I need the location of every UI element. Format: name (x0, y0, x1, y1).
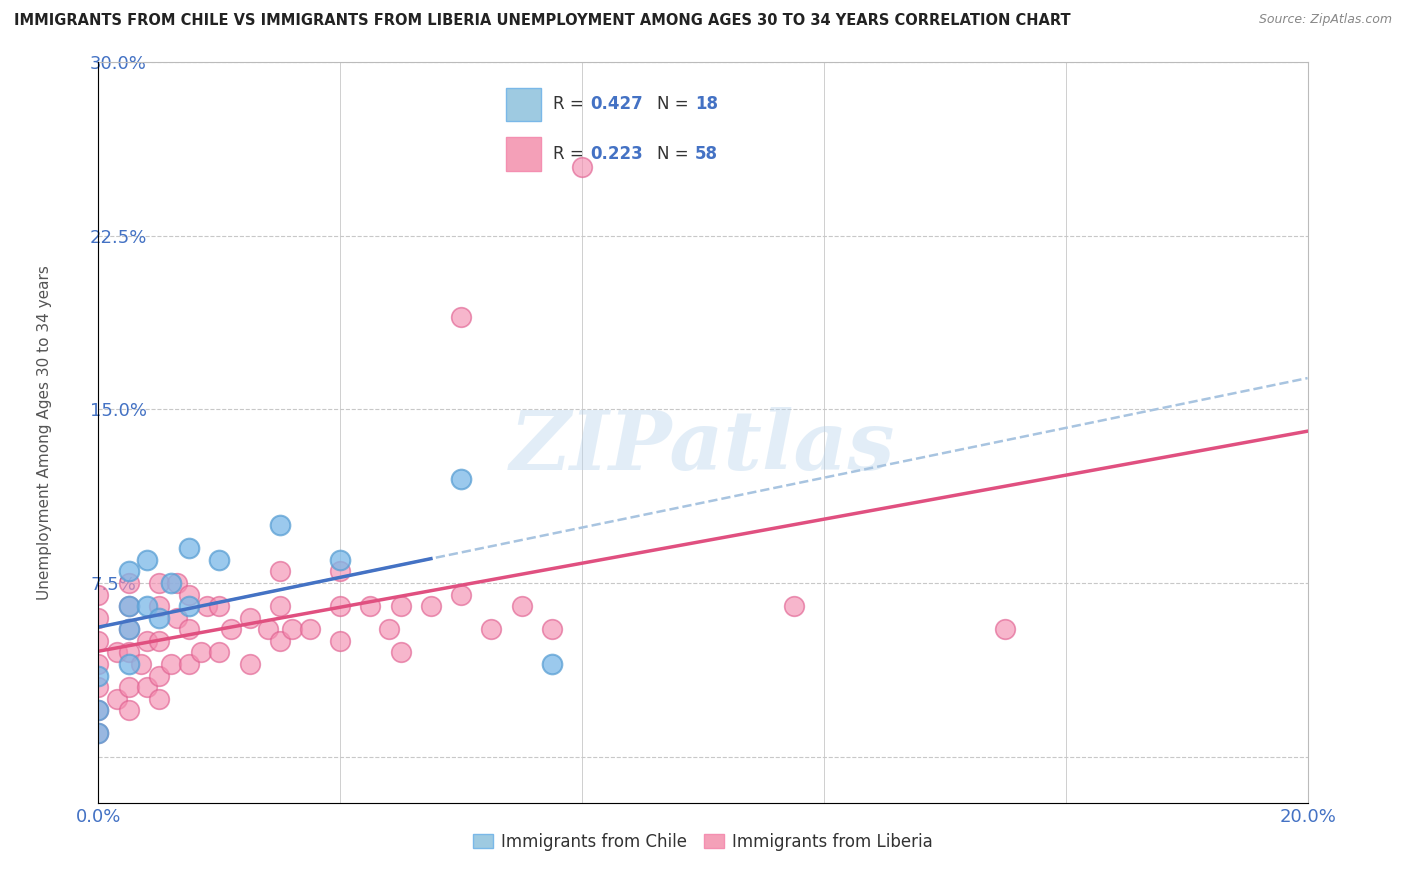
Legend: Immigrants from Chile, Immigrants from Liberia: Immigrants from Chile, Immigrants from L… (467, 826, 939, 857)
Point (148, 633, 170, 648)
Point (239, 611, 262, 625)
Point (105, 645, 128, 659)
Point (239, 657, 262, 671)
Point (87, 657, 110, 671)
Point (389, 599, 412, 614)
Point (135, 553, 157, 567)
Point (269, 599, 291, 614)
Point (166, 611, 188, 625)
Point (105, 691, 128, 706)
Point (221, 622, 243, 636)
Point (87, 611, 110, 625)
Point (450, 472, 472, 486)
Point (148, 576, 170, 591)
Point (118, 622, 141, 636)
Point (87, 726, 110, 740)
Point (87, 726, 110, 740)
Point (208, 645, 231, 659)
Point (389, 645, 412, 659)
Point (160, 657, 183, 671)
Point (118, 680, 141, 694)
Point (87, 703, 110, 717)
Point (179, 622, 201, 636)
Point (135, 633, 157, 648)
Point (87, 588, 110, 602)
Point (166, 576, 188, 591)
Point (179, 599, 201, 614)
Point (135, 680, 157, 694)
Point (87, 703, 110, 717)
Point (118, 576, 141, 591)
Point (118, 703, 141, 717)
Point (179, 541, 201, 556)
Point (160, 576, 183, 591)
Point (269, 633, 291, 648)
Point (450, 310, 472, 324)
Point (195, 599, 218, 614)
Point (135, 599, 157, 614)
Point (118, 645, 141, 659)
Point (190, 645, 212, 659)
Point (540, 657, 562, 671)
Point (118, 657, 141, 671)
Point (148, 668, 170, 682)
Text: Unemployment Among Ages 30 to 34 years: Unemployment Among Ages 30 to 34 years (37, 265, 52, 600)
Point (148, 599, 170, 614)
Point (118, 599, 141, 614)
Point (360, 599, 382, 614)
Point (540, 622, 562, 636)
Point (208, 553, 231, 567)
Point (571, 160, 593, 174)
Point (994, 622, 1017, 636)
Point (481, 622, 503, 636)
Point (256, 622, 278, 636)
Text: ZIPatlas: ZIPatlas (510, 408, 896, 487)
Point (329, 565, 352, 579)
Point (329, 633, 352, 648)
Point (148, 691, 170, 706)
Point (87, 668, 110, 682)
Point (269, 518, 291, 533)
Point (179, 657, 201, 671)
Point (510, 599, 533, 614)
Point (329, 553, 352, 567)
Point (783, 599, 806, 614)
Point (377, 622, 399, 636)
Point (329, 599, 352, 614)
Point (179, 588, 201, 602)
Point (208, 599, 231, 614)
Point (118, 599, 141, 614)
Point (420, 599, 443, 614)
Point (450, 588, 472, 602)
Text: IMMIGRANTS FROM CHILE VS IMMIGRANTS FROM LIBERIA UNEMPLOYMENT AMONG AGES 30 TO 3: IMMIGRANTS FROM CHILE VS IMMIGRANTS FROM… (14, 13, 1071, 29)
Text: Source: ZipAtlas.com: Source: ZipAtlas.com (1258, 13, 1392, 27)
Point (281, 622, 304, 636)
Point (299, 622, 322, 636)
Point (269, 565, 291, 579)
Point (118, 565, 141, 579)
Point (148, 611, 170, 625)
Point (87, 680, 110, 694)
Point (87, 633, 110, 648)
Point (118, 622, 141, 636)
Point (129, 657, 152, 671)
